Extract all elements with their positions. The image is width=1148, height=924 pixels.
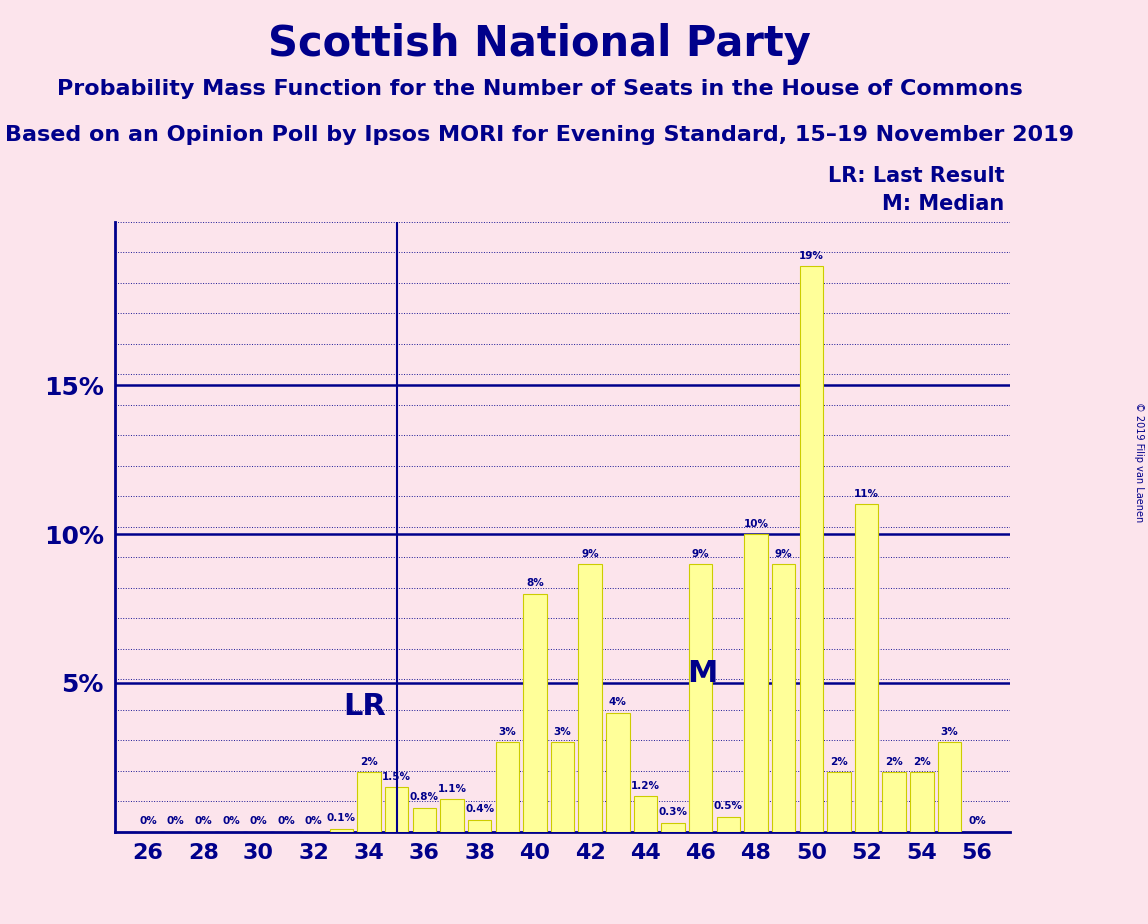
Bar	[744, 534, 768, 832]
Text: 0%: 0%	[194, 816, 212, 826]
Text: 11%: 11%	[854, 489, 879, 499]
Text: 1.1%: 1.1%	[437, 784, 466, 794]
Text: 9%: 9%	[581, 549, 599, 558]
Text: 0%: 0%	[222, 816, 240, 826]
Text: 2%: 2%	[360, 757, 378, 767]
Bar	[634, 796, 657, 832]
Text: 0%: 0%	[305, 816, 323, 826]
Text: 3%: 3%	[940, 727, 959, 737]
Bar	[579, 564, 602, 832]
Text: LR: LR	[343, 692, 386, 721]
Text: M: M	[687, 660, 718, 688]
Bar	[329, 829, 354, 832]
Bar	[855, 505, 878, 832]
Bar	[771, 564, 796, 832]
Bar	[468, 820, 491, 832]
Text: 0%: 0%	[968, 816, 986, 826]
Text: 2%: 2%	[885, 757, 903, 767]
Text: Scottish National Party: Scottish National Party	[269, 23, 810, 65]
Text: Based on an Opinion Poll by Ipsos MORI for Evening Standard, 15–19 November 2019: Based on an Opinion Poll by Ipsos MORI f…	[5, 125, 1075, 145]
Bar	[496, 742, 519, 832]
Text: 0%: 0%	[249, 816, 267, 826]
Text: 8%: 8%	[526, 578, 544, 589]
Text: 0%: 0%	[139, 816, 157, 826]
Bar	[661, 822, 685, 832]
Text: 0.4%: 0.4%	[465, 805, 494, 814]
Bar	[412, 808, 436, 832]
Bar	[938, 742, 961, 832]
Text: 0%: 0%	[278, 816, 295, 826]
Text: 9%: 9%	[692, 549, 709, 558]
Text: © 2019 Filip van Laenen: © 2019 Filip van Laenen	[1134, 402, 1143, 522]
Bar	[385, 787, 409, 832]
Text: 0.5%: 0.5%	[714, 801, 743, 811]
Text: 3%: 3%	[498, 727, 517, 737]
Text: 4%: 4%	[608, 698, 627, 707]
Bar	[523, 593, 546, 832]
Bar	[799, 266, 823, 832]
Text: 2%: 2%	[913, 757, 931, 767]
Text: 19%: 19%	[799, 251, 824, 261]
Bar	[689, 564, 713, 832]
Bar	[883, 772, 906, 832]
Text: 1.5%: 1.5%	[382, 772, 411, 782]
Bar	[828, 772, 851, 832]
Bar	[606, 712, 629, 832]
Text: 3%: 3%	[553, 727, 572, 737]
Text: LR: Last Result: LR: Last Result	[828, 166, 1004, 187]
Text: 0%: 0%	[166, 816, 185, 826]
Text: 1.2%: 1.2%	[631, 781, 660, 791]
Text: 0.8%: 0.8%	[410, 793, 439, 802]
Text: 0.1%: 0.1%	[327, 813, 356, 823]
Bar	[440, 799, 464, 832]
Bar	[551, 742, 574, 832]
Text: 10%: 10%	[744, 518, 768, 529]
Bar	[716, 817, 740, 832]
Bar	[357, 772, 381, 832]
Text: Probability Mass Function for the Number of Seats in the House of Commons: Probability Mass Function for the Number…	[56, 79, 1023, 99]
Text: 9%: 9%	[775, 549, 792, 558]
Text: 0.3%: 0.3%	[659, 808, 688, 818]
Text: M: Median: M: Median	[883, 194, 1004, 214]
Bar	[910, 772, 933, 832]
Text: 2%: 2%	[830, 757, 847, 767]
